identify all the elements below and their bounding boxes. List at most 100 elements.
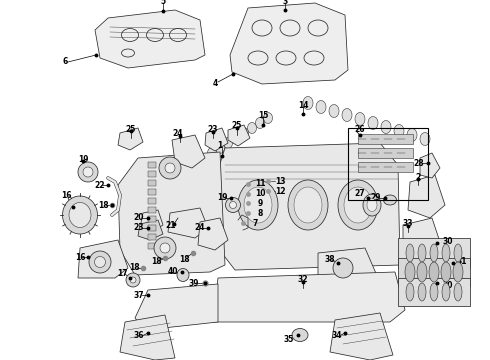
Bar: [148, 162, 156, 168]
Text: 10: 10: [255, 189, 265, 198]
Ellipse shape: [430, 283, 438, 301]
Bar: [148, 234, 156, 240]
Text: 16: 16: [61, 192, 71, 201]
Bar: [358, 134, 413, 144]
Ellipse shape: [441, 262, 451, 282]
Ellipse shape: [420, 132, 430, 145]
Polygon shape: [120, 315, 175, 360]
Text: 29: 29: [371, 194, 381, 202]
Ellipse shape: [333, 258, 353, 278]
Ellipse shape: [154, 237, 176, 259]
Text: 34: 34: [332, 330, 342, 339]
Text: 6: 6: [62, 58, 68, 67]
Bar: [148, 243, 156, 249]
Ellipse shape: [223, 138, 232, 148]
Polygon shape: [318, 248, 378, 288]
Text: 2: 2: [416, 172, 420, 181]
Polygon shape: [78, 240, 128, 278]
Text: 3: 3: [282, 0, 288, 5]
Polygon shape: [138, 220, 163, 240]
Text: 1: 1: [218, 141, 222, 150]
Bar: [398, 278, 470, 306]
Ellipse shape: [430, 244, 438, 262]
Polygon shape: [230, 3, 348, 84]
Text: 4: 4: [212, 78, 218, 87]
Ellipse shape: [130, 277, 136, 283]
Ellipse shape: [418, 244, 426, 262]
Ellipse shape: [355, 112, 365, 126]
Ellipse shape: [177, 269, 189, 282]
Ellipse shape: [368, 117, 378, 130]
Ellipse shape: [63, 196, 98, 234]
Polygon shape: [135, 284, 218, 330]
Bar: [348, 128, 428, 200]
Ellipse shape: [244, 187, 272, 223]
Ellipse shape: [126, 273, 140, 287]
Text: 18: 18: [179, 255, 189, 264]
Text: 13: 13: [275, 176, 285, 185]
Ellipse shape: [229, 202, 237, 208]
Ellipse shape: [231, 132, 241, 144]
Polygon shape: [420, 153, 440, 178]
Text: 16: 16: [75, 252, 85, 261]
Polygon shape: [403, 218, 442, 260]
Ellipse shape: [316, 100, 326, 113]
Text: 36: 36: [134, 330, 144, 339]
Polygon shape: [118, 152, 225, 275]
Text: 18: 18: [98, 201, 108, 210]
Ellipse shape: [255, 117, 265, 129]
Ellipse shape: [405, 262, 415, 282]
Text: 26: 26: [355, 126, 365, 135]
Ellipse shape: [381, 121, 391, 134]
Text: 21: 21: [166, 221, 176, 230]
Text: 24: 24: [195, 224, 205, 233]
Ellipse shape: [429, 262, 439, 282]
Ellipse shape: [406, 283, 414, 301]
Ellipse shape: [407, 129, 417, 141]
Ellipse shape: [83, 167, 93, 177]
Ellipse shape: [78, 162, 98, 182]
Ellipse shape: [238, 180, 278, 230]
Bar: [148, 216, 156, 222]
Ellipse shape: [207, 148, 217, 158]
Polygon shape: [228, 125, 250, 146]
Ellipse shape: [418, 283, 426, 301]
Ellipse shape: [225, 198, 241, 212]
Text: 24: 24: [173, 130, 183, 139]
Text: 25: 25: [126, 125, 136, 134]
Ellipse shape: [247, 122, 256, 134]
Ellipse shape: [344, 187, 372, 223]
Text: 15: 15: [258, 112, 268, 121]
Ellipse shape: [406, 244, 414, 262]
Text: 23: 23: [134, 224, 144, 233]
Bar: [148, 207, 156, 213]
Text: 14: 14: [298, 100, 308, 109]
Polygon shape: [140, 210, 163, 233]
Text: 18: 18: [129, 264, 139, 273]
Text: 5: 5: [160, 0, 166, 5]
Ellipse shape: [95, 256, 105, 267]
Ellipse shape: [367, 198, 377, 211]
Polygon shape: [213, 272, 405, 322]
Text: 22: 22: [95, 180, 105, 189]
Ellipse shape: [159, 157, 181, 179]
Text: 32: 32: [298, 275, 308, 284]
Ellipse shape: [329, 104, 339, 117]
Ellipse shape: [442, 283, 450, 301]
Ellipse shape: [454, 283, 462, 301]
Polygon shape: [168, 208, 208, 238]
Text: 30: 30: [443, 237, 453, 246]
Ellipse shape: [165, 163, 175, 173]
Ellipse shape: [453, 262, 463, 282]
Ellipse shape: [216, 143, 224, 153]
Bar: [398, 238, 470, 268]
Ellipse shape: [454, 244, 462, 262]
Polygon shape: [205, 128, 228, 151]
Polygon shape: [198, 218, 228, 250]
Text: 9: 9: [257, 198, 263, 207]
Text: 23: 23: [208, 126, 218, 135]
Text: 19: 19: [217, 193, 227, 202]
Text: 19: 19: [78, 154, 88, 163]
Ellipse shape: [363, 194, 381, 216]
Text: 12: 12: [275, 186, 285, 195]
